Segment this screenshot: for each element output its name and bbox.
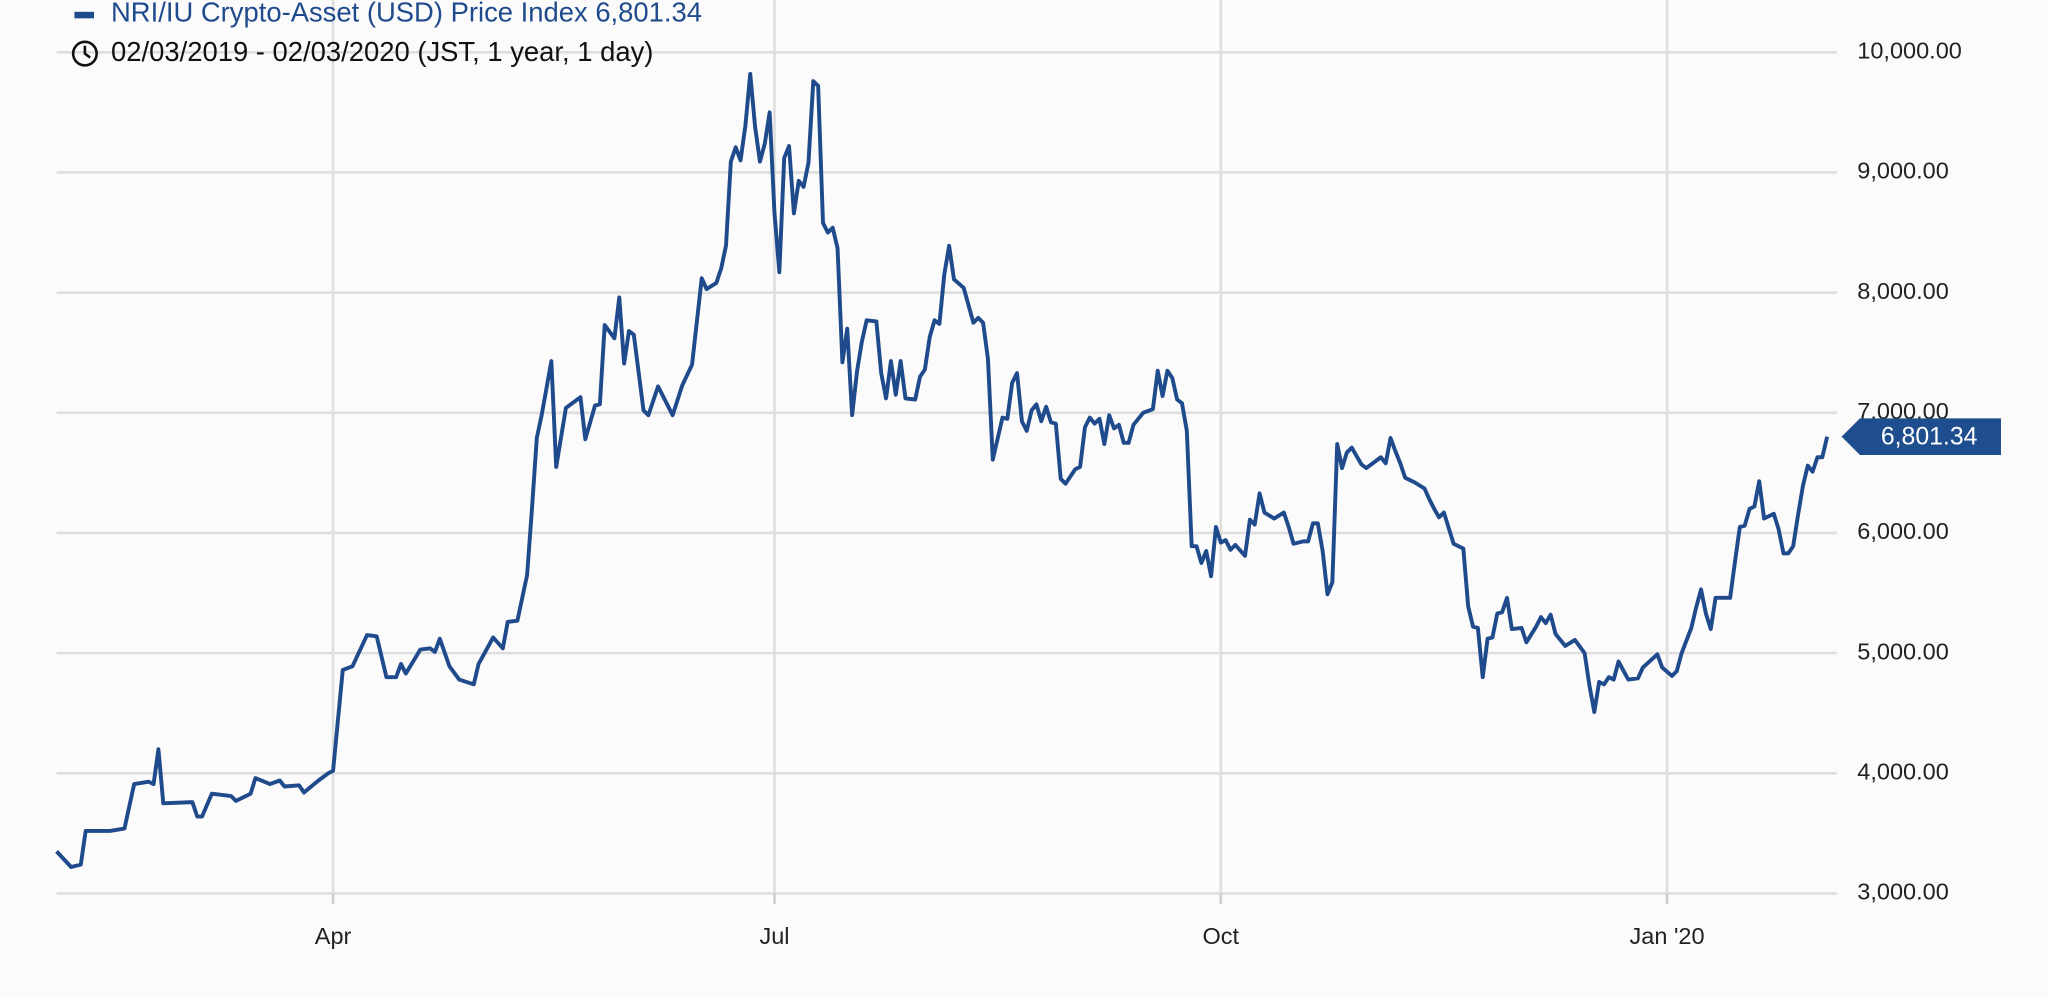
y-tick-label: 6,000.00 xyxy=(1857,518,1948,544)
legend-name: NRI/IU Crypto-Asset (USD) Price Index xyxy=(111,0,588,28)
subtitle: 02/03/2019 - 02/03/2020 (JST, 1 year, 1 … xyxy=(111,36,653,67)
y-tick-label: 10,000.00 xyxy=(1857,38,1962,64)
x-tick-label: Jul xyxy=(759,923,789,949)
y-tick-label: 9,000.00 xyxy=(1857,158,1948,184)
price-line xyxy=(55,71,1830,869)
legend-value: 6,801.34 xyxy=(595,0,702,28)
legend-label: NRI/IU Crypto-Asset (USD) Price Index 6,… xyxy=(111,0,702,28)
y-tick-label: 3,000.00 xyxy=(1857,879,1948,905)
current-value-badge: 6,801.34 xyxy=(1841,418,2001,455)
badge-label: 6,801.34 xyxy=(1881,424,1978,451)
y-tick-label: 4,000.00 xyxy=(1857,758,1948,784)
y-tick-label: 8,000.00 xyxy=(1857,278,1948,304)
x-tick-label: Apr xyxy=(315,923,352,949)
x-tick-label: Oct xyxy=(1202,923,1239,949)
legend-swatch xyxy=(74,11,95,19)
x-tick-label: Jan '20 xyxy=(1630,923,1705,949)
clock-icon xyxy=(71,40,98,67)
grid xyxy=(56,0,1837,895)
y-tick-label: 5,000.00 xyxy=(1857,638,1948,664)
badge-shape xyxy=(1841,418,2001,455)
